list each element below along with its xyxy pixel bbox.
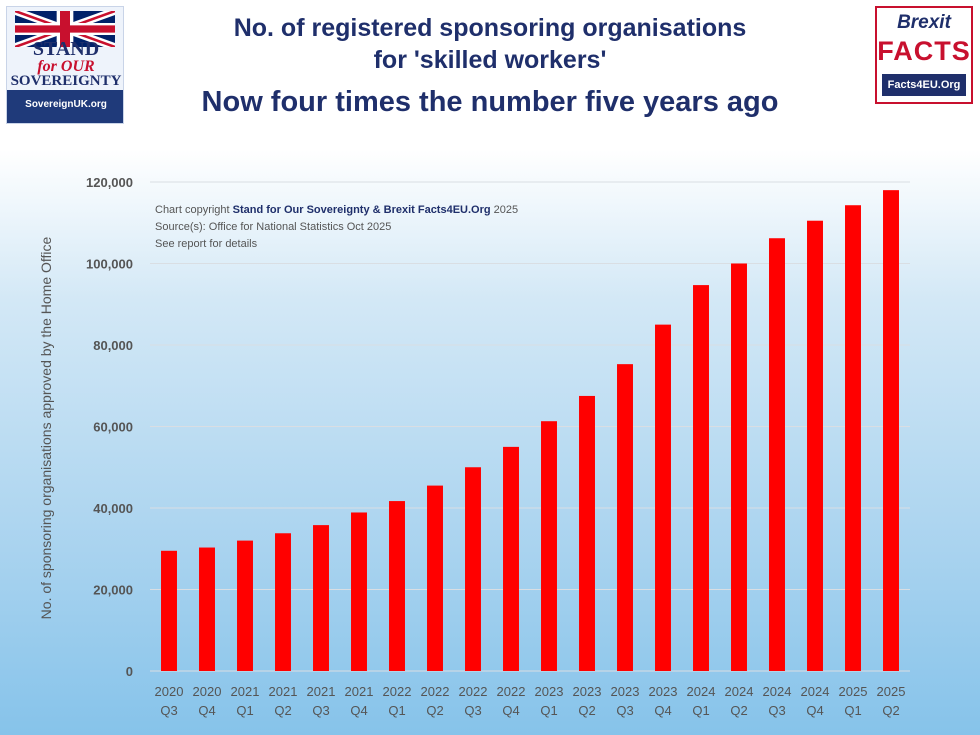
- x-tick-year: 2020: [155, 684, 184, 699]
- x-tick-quarter: Q2: [730, 703, 747, 718]
- bar: [389, 501, 405, 671]
- y-tick-label: 80,000: [93, 338, 133, 353]
- logo-right-line2: FACTS: [877, 36, 971, 66]
- chart-subtitle: Now four times the number five years ago: [201, 86, 779, 118]
- x-tick-quarter: Q4: [502, 703, 519, 718]
- union-flag-icon: [15, 11, 115, 47]
- bar: [161, 550, 177, 671]
- y-tick-label: 20,000: [93, 583, 133, 598]
- y-tick-label: 120,000: [86, 175, 133, 190]
- bar: [351, 512, 367, 671]
- brexit-facts-logo: Brexit FACTS Facts4EU.Org: [875, 6, 973, 104]
- y-tick-label: 100,000: [86, 257, 133, 272]
- x-tick-quarter: Q4: [806, 703, 823, 718]
- x-tick-year: 2024: [687, 684, 716, 699]
- copyright-note: Chart copyright Stand for Our Sovereignt…: [155, 204, 518, 216]
- logo-right-line3: Facts4EU.Org: [882, 74, 966, 96]
- x-tick-year: 2024: [763, 684, 792, 699]
- y-axis-ticks: 0 20,000 40,000 60,000 80,000 100,000 120,000: [86, 175, 133, 679]
- x-tick-quarter: Q2: [274, 703, 291, 718]
- bar: [427, 485, 443, 671]
- x-tick-quarter: Q1: [844, 703, 861, 718]
- bars: [161, 190, 899, 672]
- x-tick-year: 2022: [497, 684, 526, 699]
- source-note: Source(s): Office for National Statistic…: [155, 221, 392, 233]
- x-axis-ticks: 2020 Q3 2020 Q4 2021 Q1 2021 Q2 2021 Q3 2021 Q4 2022…: [155, 684, 906, 718]
- y-axis-label: No. of sponsoring organisations approved…: [38, 236, 54, 619]
- x-tick-year: 2021: [345, 684, 374, 699]
- x-tick-quarter: Q1: [388, 703, 405, 718]
- chart-title-line1: No. of registered sponsoring organisatio…: [233, 14, 747, 42]
- bar: [731, 263, 747, 671]
- crowd-banner: [7, 90, 123, 123]
- x-tick-quarter: Q2: [426, 703, 443, 718]
- logo-left-line3: SOVEREIGNTY: [10, 73, 122, 89]
- x-tick-quarter: Q2: [882, 703, 899, 718]
- copyright-holder: Stand for Our Sovereignty & Brexit Facts…: [232, 204, 491, 216]
- bar: [693, 285, 709, 671]
- bar: [807, 220, 823, 671]
- bar: [465, 467, 481, 671]
- x-tick-year: 2023: [535, 684, 564, 699]
- stand-for-our-sovereignty-logo: STAND for OUR SOVEREIGNTY SovereignUK.or…: [6, 6, 124, 124]
- logo-left-url: SovereignUK.org: [25, 99, 107, 110]
- bar: [617, 364, 633, 671]
- x-tick-year: 2022: [459, 684, 488, 699]
- x-tick-year: 2023: [649, 684, 678, 699]
- bar: [579, 395, 595, 671]
- x-tick-year: 2024: [801, 684, 830, 699]
- y-tick-label: 0: [126, 664, 133, 679]
- x-tick-quarter: Q4: [350, 703, 367, 718]
- chart-title-block: No. of registered sponsoring organisatio…: [130, 8, 850, 122]
- x-tick-quarter: Q3: [160, 703, 177, 718]
- x-tick-year: 2025: [839, 684, 868, 699]
- chart-title-line2: for 'skilled workers': [373, 46, 607, 74]
- x-tick-quarter: Q1: [236, 703, 253, 718]
- bar: [199, 547, 215, 671]
- bar: [883, 190, 899, 671]
- gridlines: [150, 181, 910, 672]
- x-tick-year: 2021: [269, 684, 298, 699]
- x-tick-quarter: Q1: [692, 703, 709, 718]
- x-tick-year: 2024: [725, 684, 754, 699]
- x-tick-quarter: Q2: [578, 703, 595, 718]
- logo-left-line1: STAND: [32, 38, 100, 60]
- x-tick-quarter: Q4: [198, 703, 215, 718]
- x-tick-quarter: Q4: [654, 703, 671, 718]
- x-tick-year: 2022: [421, 684, 450, 699]
- copyright-suffix: 2025: [490, 204, 519, 216]
- x-tick-year: 2020: [193, 684, 222, 699]
- x-tick-quarter: Q3: [616, 703, 633, 718]
- x-tick-quarter: Q1: [540, 703, 557, 718]
- x-tick-year: 2023: [573, 684, 602, 699]
- details-note: See report for details: [155, 238, 258, 250]
- bar: [655, 324, 671, 671]
- logo-right-line1: Brexit: [897, 12, 951, 33]
- bar: [769, 238, 785, 672]
- x-tick-year: 2021: [307, 684, 336, 699]
- copyright-prefix: Chart copyright: [155, 204, 233, 216]
- bar: [237, 540, 253, 671]
- bar: [313, 525, 329, 671]
- bar: [541, 421, 557, 671]
- bar: [845, 205, 861, 672]
- logo-left-line2: for OUR: [37, 58, 95, 75]
- x-tick-quarter: Q3: [768, 703, 785, 718]
- y-tick-label: 60,000: [93, 420, 133, 435]
- x-tick-year: 2025: [877, 684, 906, 699]
- x-tick-quarter: Q3: [312, 703, 329, 718]
- bar: [503, 446, 519, 671]
- y-tick-label: 40,000: [93, 501, 133, 516]
- bar: [275, 533, 291, 671]
- x-tick-year: 2022: [383, 684, 412, 699]
- x-tick-year: 2023: [611, 684, 640, 699]
- x-tick-year: 2021: [231, 684, 260, 699]
- x-tick-quarter: Q3: [464, 703, 481, 718]
